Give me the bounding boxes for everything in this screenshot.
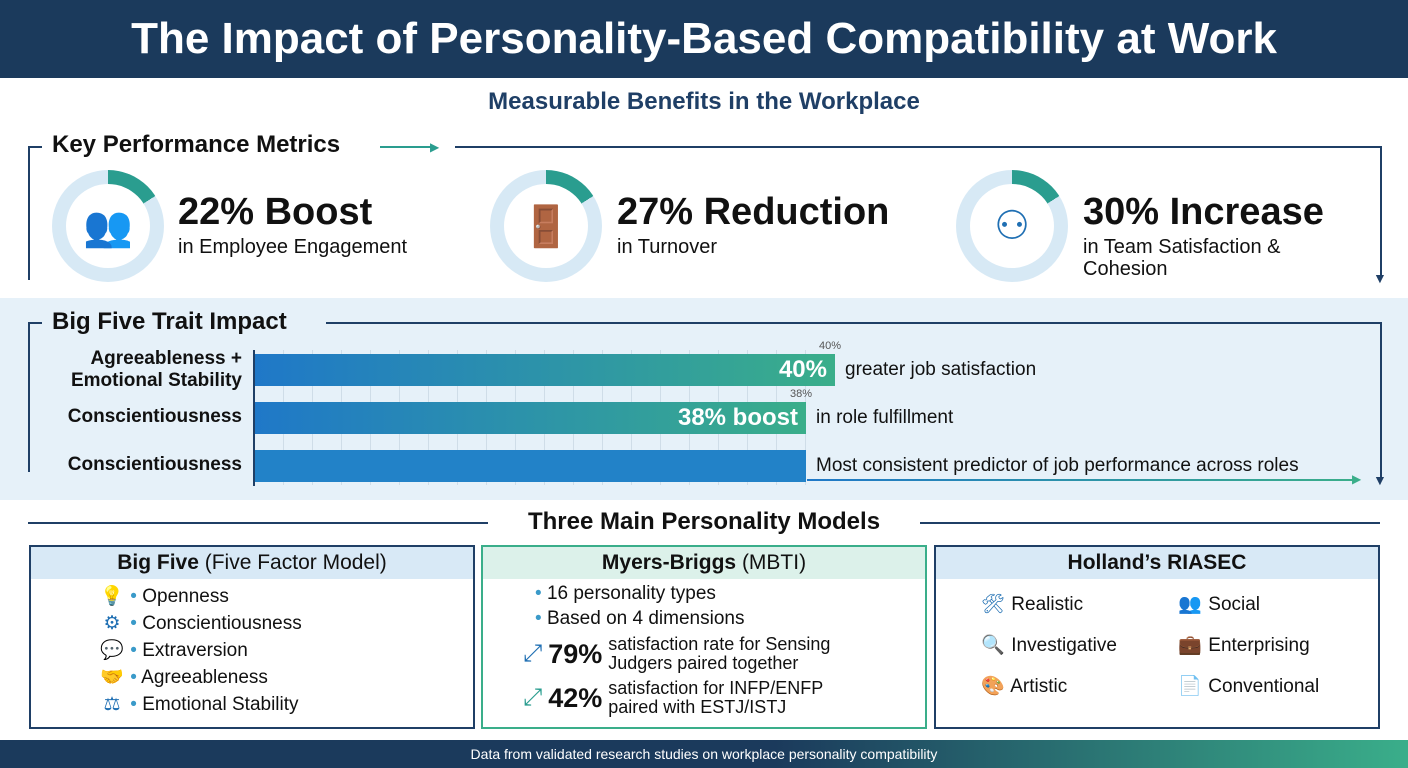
mbti-bullet: 16 personality types <box>546 583 716 604</box>
palette-icon: 🎨 <box>981 676 1005 697</box>
stat-text: Judgers paired together <box>608 653 799 673</box>
stat-text: satisfaction rate for Sensing <box>608 634 831 654</box>
models-heading: Three Main Personality Models <box>527 508 881 535</box>
metric-ring: 🚪 <box>490 170 602 282</box>
bracket-line <box>1380 146 1382 276</box>
riasec-card: Holland’s RIASEC 🛠 Realistic 👥 Social 🔍 … <box>934 545 1380 729</box>
trait-item: Extraversion <box>142 640 248 661</box>
bar-annotation: Most consistent predictor of job perform… <box>816 455 1299 476</box>
mbti-card: Myers-Briggs (MBTI) • 16 personality typ… <box>481 545 927 729</box>
tick-label: 40% <box>819 340 842 352</box>
arrow-line <box>380 146 435 148</box>
metric-value: 27% Reduction <box>617 191 890 233</box>
card-header: Holland’s RIASEC <box>936 547 1378 579</box>
document-check-icon: 📄 <box>1178 676 1202 697</box>
bar-conscientiousness-fulfillment: 38% boost <box>255 402 806 434</box>
trait-item: Conscientiousness <box>142 613 302 634</box>
tick-label: 38% <box>790 388 813 400</box>
bar-category-label: Conscientiousness <box>67 454 242 475</box>
bracket-line <box>1380 322 1382 478</box>
scale-icon: ⚖ <box>103 694 121 715</box>
bigfive-card: Big Five (Five Factor Model) 💡 • Opennes… <box>29 545 475 729</box>
metric-desc: in Turnover <box>617 236 718 258</box>
chart-axis <box>253 350 255 486</box>
subtitle: Measurable Benefits in the Workplace <box>488 88 920 115</box>
bar-annotation: greater job satisfaction <box>845 359 1037 380</box>
bar-conscientiousness-performance <box>255 450 806 482</box>
card-title: Holland’s RIASEC <box>1067 551 1247 574</box>
bracket-line <box>28 146 42 148</box>
briefcase-icon: 💼 <box>1178 635 1202 656</box>
metric-ring: ⚇ <box>956 170 1068 282</box>
bar-annotation: in role fulfillment <box>816 407 954 428</box>
metrics-heading: Key Performance Metrics <box>52 131 341 158</box>
stat-text: paired with ESTJ/ISTJ <box>608 697 787 717</box>
card-title: Big Five <box>117 551 199 574</box>
bar-category-label: Agreeableness + Emotional Stability <box>70 348 242 391</box>
team-growth-icon: 👥 <box>66 184 150 268</box>
people-icon: 👥 <box>1178 594 1202 615</box>
bar-category-label: Conscientiousness <box>67 406 242 427</box>
stat-value: 79% <box>548 638 603 669</box>
card-header: Myers-Briggs (MBTI) <box>483 547 925 579</box>
riasec-item: Realistic <box>1011 594 1084 615</box>
metric-desc: in Employee Engagement <box>178 236 408 258</box>
card-header: Big Five (Five Factor Model) <box>31 547 473 579</box>
bar-agreeableness: 40% <box>255 354 835 386</box>
mbti-bullet: Based on 4 dimensions <box>546 608 745 629</box>
bracket-line <box>455 146 1381 148</box>
metric-value: 22% Boost <box>178 191 373 233</box>
arrow-down-icon: ▼ <box>1373 472 1387 488</box>
trait-item: Emotional Stability <box>142 694 299 715</box>
magnifier-icon: 🔍 <box>981 635 1005 656</box>
riasec-item: Social <box>1208 594 1261 615</box>
card-subtitle: (MBTI) <box>741 551 807 574</box>
stat-value: 42% <box>548 682 603 713</box>
metric-ring: 👥 <box>52 170 164 282</box>
lightbulb-icon: 💡 <box>100 586 124 607</box>
exit-door-icon: 🚪 <box>504 184 588 268</box>
bracket-line <box>326 322 1381 324</box>
bracket-line <box>28 322 42 324</box>
bracket-line <box>28 146 30 280</box>
page-title: The Impact of Personality-Based Compatib… <box>0 0 1408 78</box>
pairing-icon: ⤢ <box>523 640 543 667</box>
gear-icon: ⚙ <box>103 613 121 634</box>
trait-item: Agreeableness <box>141 667 268 688</box>
riasec-item: Artistic <box>1010 676 1068 697</box>
divider <box>28 522 488 524</box>
divider <box>920 522 1380 524</box>
metric-desc: in Team Satisfaction & Cohesion <box>1083 236 1281 280</box>
riasec-item: Conventional <box>1208 676 1320 697</box>
arrow-right-icon: ▶ <box>430 140 440 154</box>
riasec-item: Enterprising <box>1208 635 1310 656</box>
trait-item: Openness <box>142 586 229 607</box>
handshake-icon: 🤝 <box>100 667 124 688</box>
card-title: Myers-Briggs <box>601 551 737 574</box>
arrow-down-icon: ▼ <box>1373 270 1387 286</box>
team-network-icon: ⚇ <box>970 184 1054 268</box>
riasec-item: Investigative <box>1011 635 1117 656</box>
metric-value: 30% Increase <box>1083 191 1324 233</box>
arrow-line <box>807 479 1357 481</box>
footer: Data from validated research studies on … <box>0 740 1408 768</box>
pairing-icon: ⤢ <box>523 684 543 711</box>
bigfive-heading: Big Five Trait Impact <box>52 308 287 335</box>
bracket-line <box>28 322 30 472</box>
tools-icon: 🛠 <box>980 594 1006 615</box>
chat-icon: 💬 <box>100 640 124 661</box>
stat-text: satisfaction for INFP/ENFP <box>608 678 824 698</box>
card-subtitle: (Five Factor Model) <box>204 551 387 574</box>
arrow-right-icon: ▶ <box>1352 472 1362 486</box>
